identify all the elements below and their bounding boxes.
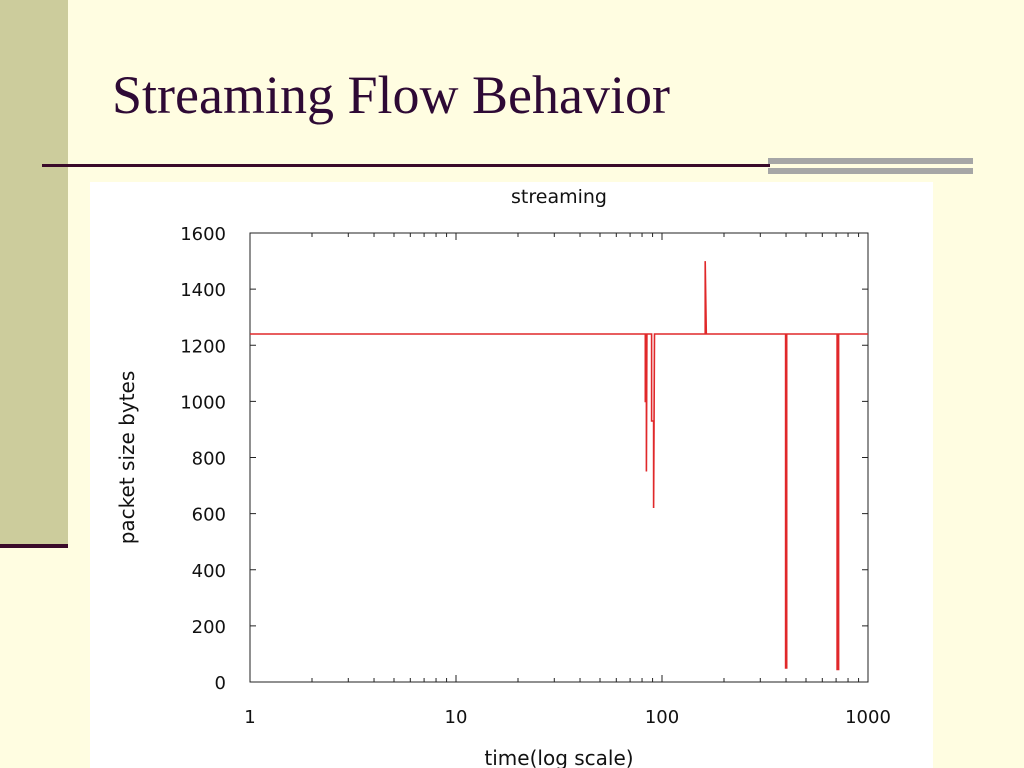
slide-title: Streaming Flow Behavior — [112, 65, 670, 125]
chart-title: streaming — [511, 186, 607, 208]
y-tick-label: 1200 — [180, 336, 226, 357]
y-axis-label: packet size bytes — [115, 371, 139, 545]
chart-panel: streaming packet size bytes time(log sca… — [90, 182, 933, 768]
y-tick-label: 0 — [215, 673, 226, 694]
y-tick-label: 400 — [192, 561, 226, 582]
y-tick-label: 1400 — [180, 280, 226, 301]
left-accent-rule — [0, 544, 68, 548]
x-tick-label: 1 — [244, 707, 255, 728]
x-tick-label: 100 — [645, 707, 679, 728]
plot-frame — [249, 232, 869, 683]
x-tick-label: 1000 — [845, 707, 891, 728]
grey-bar-top — [768, 158, 973, 164]
title-divider — [42, 164, 770, 167]
streaming-chart: streaming packet size bytes time(log sca… — [115, 186, 891, 768]
y-tick-label: 800 — [192, 449, 226, 470]
y-tick-label: 200 — [192, 617, 226, 638]
x-axis-label: time(log scale) — [484, 746, 633, 768]
grey-bar-bottom — [768, 168, 973, 174]
title-divider-grey — [768, 158, 973, 178]
y-tick-label: 1000 — [180, 392, 226, 413]
x-tick-label: 10 — [445, 707, 468, 728]
ticks: 0 200 400 600 800 1000 1200 1400 1600 1 10 100 1000 — [180, 224, 891, 728]
series — [250, 261, 868, 671]
y-tick-label: 1600 — [180, 224, 226, 245]
left-accent-band — [0, 0, 68, 545]
y-tick-label: 600 — [192, 505, 226, 526]
series-line — [250, 261, 868, 671]
axes — [249, 232, 869, 683]
